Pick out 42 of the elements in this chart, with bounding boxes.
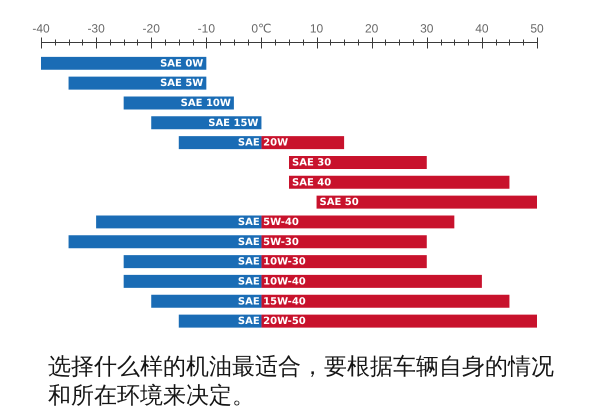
x-tick-label: 30 bbox=[420, 22, 434, 36]
y-tick-label: SAE 10W bbox=[180, 98, 231, 110]
y-tick-label: SAE 40 bbox=[292, 177, 332, 188]
x-tick-label: 20 bbox=[364, 22, 379, 36]
bar bbox=[261, 255, 427, 268]
bar bbox=[261, 215, 454, 228]
bar bbox=[68, 235, 262, 248]
x-tick-label: -30 bbox=[87, 22, 106, 36]
x-tick-label: 10 bbox=[310, 22, 324, 36]
y-tick-label: SAE 20W bbox=[238, 138, 288, 149]
y-tick-label: SAE 15W-40 bbox=[238, 296, 306, 308]
bar bbox=[41, 56, 206, 70]
y-tick-label: SAE 10W-40 bbox=[238, 276, 306, 288]
y-tick-label: SAE 5W-30 bbox=[238, 236, 299, 248]
text: 选择什么样的机油最适合，要根据车辆自身的情况和所在环境来决定。 bbox=[48, 353, 555, 411]
x-tick-label: 0℃ bbox=[251, 22, 272, 36]
bar bbox=[124, 255, 262, 268]
y-tick-label: SAE 20W-50 bbox=[238, 316, 306, 328]
bar bbox=[96, 215, 262, 228]
bar bbox=[289, 176, 510, 189]
bar bbox=[124, 274, 262, 288]
y-tick-label: SAE 50 bbox=[320, 197, 359, 208]
bar bbox=[151, 294, 262, 308]
y-tick-label: SAE 0W bbox=[160, 58, 204, 70]
y-tick-label: SAE 10W-30 bbox=[238, 256, 306, 268]
bar bbox=[261, 294, 510, 308]
y-tick-label: SAE 5W-40 bbox=[238, 217, 299, 228]
y-tick-label: SAE 5W bbox=[160, 78, 204, 90]
bar bbox=[261, 314, 537, 328]
bar bbox=[261, 274, 482, 288]
x-tick-label: 40 bbox=[475, 22, 489, 36]
bar bbox=[261, 235, 427, 248]
x-tick-label: -10 bbox=[198, 22, 216, 36]
bar bbox=[316, 196, 537, 209]
bar bbox=[178, 136, 262, 150]
x-tick-label: -20 bbox=[142, 22, 160, 36]
x-tick-label: -40 bbox=[32, 22, 50, 36]
bar bbox=[178, 314, 262, 328]
y-tick-label: SAE 30 bbox=[292, 158, 332, 169]
y-tick-label: SAE 15W bbox=[208, 118, 258, 129]
bar bbox=[289, 156, 427, 169]
x-tick-label: 50 bbox=[530, 22, 544, 36]
